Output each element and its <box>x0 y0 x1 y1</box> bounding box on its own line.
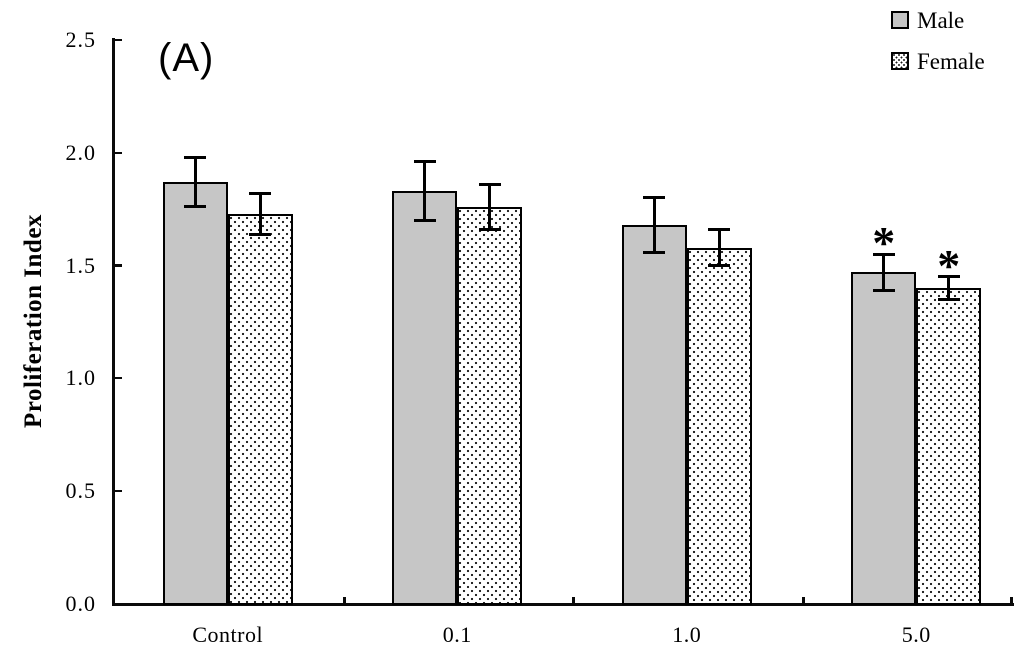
bar-female-5-0 <box>916 288 982 605</box>
y-axis-tick <box>114 490 122 493</box>
significance-asterisk: * <box>872 217 896 269</box>
bar-male-5-0 <box>851 272 917 605</box>
y-axis-tick <box>114 151 122 154</box>
error-bar-cap-bottom <box>249 232 272 236</box>
error-bar-cap-top <box>184 155 207 159</box>
x-axis-line <box>112 603 1014 606</box>
error-bar-cap-bottom <box>708 264 731 268</box>
legend-label-female: Female <box>917 48 985 74</box>
x-axis-tick <box>1010 597 1013 604</box>
error-bar-line <box>488 184 492 230</box>
legend: Male Female <box>891 9 985 91</box>
x-axis-tick <box>572 597 575 604</box>
x-axis-tick <box>342 597 346 604</box>
error-bar-line <box>258 193 262 234</box>
error-bar-cap-bottom <box>478 228 501 231</box>
bar-male-1-0 <box>621 224 687 605</box>
error-bar-cap-top <box>249 191 272 195</box>
significance-asterisk: * <box>937 239 961 291</box>
y-axis-tick-label: 0.0 <box>65 591 96 616</box>
legend-item-male: Male <box>891 7 985 33</box>
error-bar-cap-top <box>937 275 960 279</box>
error-bar-line <box>423 161 427 221</box>
y-axis-tick <box>114 602 122 605</box>
error-bar-cap-top <box>643 196 666 200</box>
panel-label: (A) <box>158 36 215 80</box>
bar-male-control <box>162 182 228 605</box>
bar-female-0-1 <box>457 206 523 605</box>
bar-female-1-0 <box>686 247 752 605</box>
x-axis-tick <box>801 597 805 604</box>
y-axis-line <box>112 38 115 606</box>
error-bar-cap-top <box>708 228 731 231</box>
y-axis-tick-label: 1.5 <box>65 252 96 278</box>
error-bar-line <box>717 229 721 266</box>
error-bar-line <box>193 157 197 207</box>
y-axis-tick <box>114 264 122 267</box>
x-axis-category-label: 1.0 <box>672 622 702 647</box>
x-axis-category-label: 5.0 <box>901 622 931 647</box>
error-bar-cap-bottom <box>413 218 436 222</box>
error-bar-cap-bottom <box>872 288 895 292</box>
y-axis-tick-label: 2.5 <box>65 27 96 52</box>
y-axis-tick <box>114 38 122 41</box>
legend-item-female: Female <box>891 48 985 74</box>
error-bar-line <box>882 254 886 291</box>
bar-male-0-1 <box>392 191 458 605</box>
y-axis-title: Proliferation Index <box>20 214 47 428</box>
error-bar-cap-bottom <box>643 250 666 254</box>
error-bar-cap-top <box>413 160 436 164</box>
male-swatch-icon <box>891 11 909 29</box>
y-axis-tick-label: 0.5 <box>65 478 96 504</box>
female-swatch-icon <box>891 52 909 70</box>
error-bar-line <box>652 197 656 253</box>
y-axis-tick-label: 1.0 <box>65 365 96 391</box>
bar-female-control <box>227 213 293 605</box>
y-axis-tick <box>114 377 122 380</box>
error-bar-cap-bottom <box>184 205 207 209</box>
error-bar-line <box>947 276 951 300</box>
error-bar-cap-top <box>872 252 895 256</box>
error-bar-cap-bottom <box>937 297 960 301</box>
error-bar-cap-top <box>478 182 501 186</box>
x-axis-category-label: 0.1 <box>442 622 472 647</box>
x-axis-category-label: Control <box>192 622 264 647</box>
legend-label-male: Male <box>917 7 965 33</box>
y-axis-tick-label: 2.0 <box>65 139 96 165</box>
